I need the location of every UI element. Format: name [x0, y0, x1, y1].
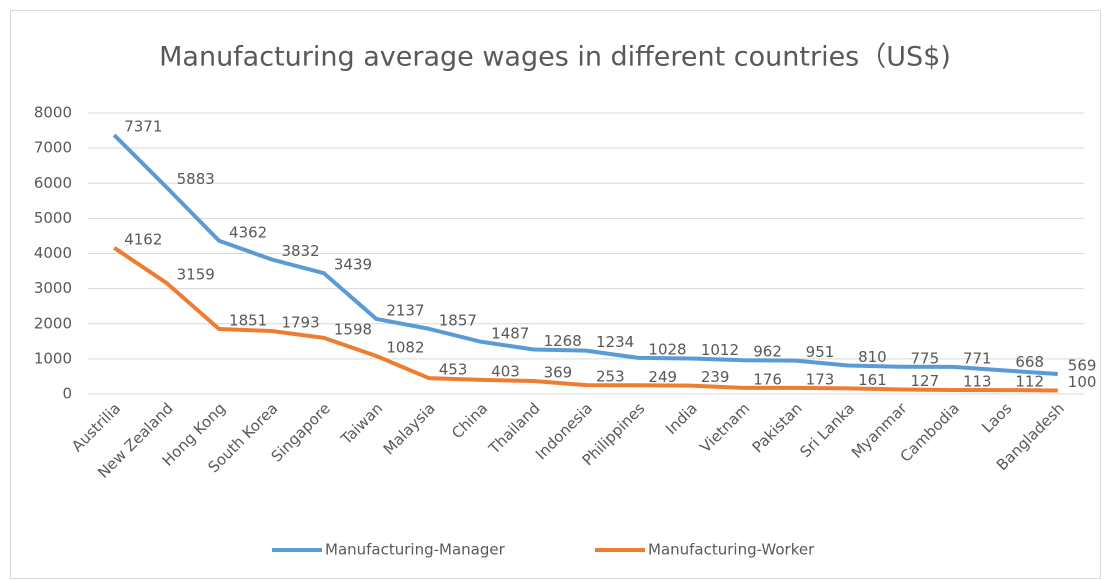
- y-tick-label: 8000: [34, 104, 72, 122]
- data-label: 403: [491, 362, 520, 380]
- y-tick-label: 2000: [34, 314, 72, 332]
- data-label: 1234: [596, 333, 634, 351]
- data-label: 1598: [334, 320, 372, 338]
- chart-border: [10, 10, 1101, 579]
- data-label: 113: [963, 373, 992, 391]
- data-label: 7371: [124, 118, 162, 136]
- data-label: 4162: [124, 230, 162, 248]
- series-line: [112, 133, 1058, 377]
- data-label: 771: [963, 349, 992, 367]
- data-label: 112: [1015, 373, 1044, 391]
- data-label: 3439: [334, 256, 372, 274]
- data-label: 161: [858, 371, 887, 389]
- data-label: 249: [648, 368, 677, 386]
- series-line: [113, 246, 1058, 393]
- data-label: 3832: [281, 242, 319, 260]
- data-label: 2137: [386, 301, 424, 319]
- data-label: 1851: [229, 311, 267, 329]
- data-label: 239: [701, 368, 730, 386]
- data-label: 810: [858, 348, 887, 366]
- data-label: 1793: [281, 314, 319, 332]
- y-tick-label: 0: [62, 385, 72, 403]
- data-label: 100: [1068, 373, 1097, 391]
- y-tick-label: 3000: [34, 279, 72, 297]
- data-label: 4362: [229, 223, 267, 241]
- data-label: 951: [806, 343, 835, 361]
- data-label: 1268: [544, 332, 582, 350]
- data-label: 569: [1068, 357, 1097, 375]
- data-label: 253: [596, 368, 625, 386]
- y-tick-label: 6000: [34, 174, 72, 192]
- y-tick-label: 4000: [34, 244, 72, 262]
- data-label: 775: [911, 349, 940, 367]
- data-label: 1857: [439, 311, 477, 329]
- data-label: 5883: [177, 170, 215, 188]
- data-label: 668: [1015, 353, 1044, 371]
- y-tick-label: 7000: [34, 139, 72, 157]
- legend-label: Manufacturing-Worker: [648, 541, 815, 559]
- data-label: 3159: [177, 266, 215, 284]
- data-label: 453: [439, 361, 468, 379]
- data-label: 176: [753, 370, 782, 388]
- data-label: 1082: [386, 338, 424, 356]
- data-label: 1487: [491, 324, 529, 342]
- chart-title: Manufacturing average wages in different…: [159, 42, 951, 73]
- data-label: 1012: [701, 341, 739, 359]
- data-label: 127: [911, 372, 940, 390]
- legend-label: Manufacturing-Manager: [325, 541, 506, 559]
- data-label: 1028: [648, 340, 686, 358]
- y-tick-label: 5000: [34, 209, 72, 227]
- y-tick-label: 1000: [34, 349, 72, 367]
- data-label: 962: [753, 343, 782, 361]
- data-label: 369: [544, 364, 573, 382]
- data-label: 173: [806, 370, 835, 388]
